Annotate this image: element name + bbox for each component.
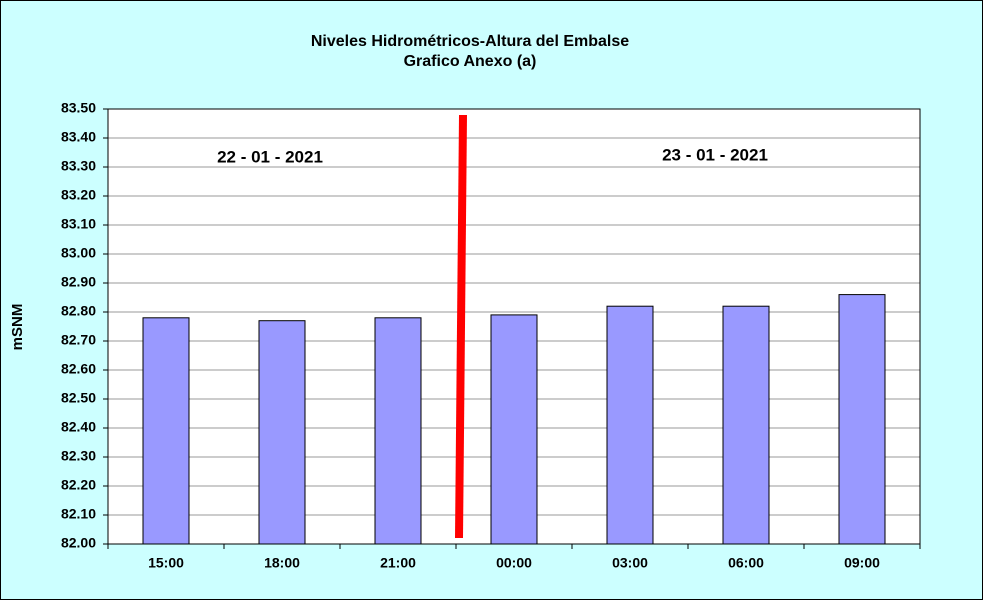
y-tick-label: 82.10: [61, 506, 96, 522]
x-tick-label: 18:00: [264, 555, 300, 571]
y-tick-label: 83.50: [61, 100, 96, 116]
bar: [838, 294, 886, 545]
y-axis-title: mSNM: [9, 304, 26, 351]
x-tick-label: 21:00: [380, 555, 416, 571]
bar: [606, 305, 654, 545]
y-tick-label: 82.20: [61, 477, 96, 493]
y-tick-label: 82.60: [61, 361, 96, 377]
bar: [142, 317, 190, 545]
y-tick-label: 83.40: [61, 129, 96, 145]
x-tick-label: 15:00: [148, 555, 184, 571]
y-tick-label: 82.90: [61, 274, 96, 290]
y-tick-label: 83.30: [61, 158, 96, 174]
bar: [722, 305, 770, 545]
plot-border: [107, 108, 921, 545]
y-tick-label: 82.40: [61, 419, 96, 435]
y-tick-label: 82.70: [61, 332, 96, 348]
y-tick-label: 83.00: [61, 245, 96, 261]
bar: [258, 320, 306, 545]
chart-title: Niveles Hidrométricos-Altura del Embalse: [311, 33, 629, 50]
plot: 82.00 82.10 82.20 82.30 82.40 82.50 82.60 82.70…: [61, 100, 921, 571]
x-tick-label: 00:00: [496, 555, 532, 571]
x-tick-label: 06:00: [728, 555, 764, 571]
x-tick-label: 03:00: [612, 555, 648, 571]
y-tick-label: 83.20: [61, 187, 96, 203]
y-tick-label: 82.50: [61, 390, 96, 406]
bar: [490, 314, 538, 545]
y-tick-label: 82.30: [61, 448, 96, 464]
y-tick-label: 83.10: [61, 216, 96, 232]
chart-subtitle: Grafico Anexo (a): [404, 53, 537, 70]
bar: [374, 317, 422, 545]
annotation: 23 - 01 - 2021: [662, 145, 768, 164]
y-tick-label: 82.80: [61, 303, 96, 319]
annotation: 22 - 01 - 2021: [217, 147, 323, 166]
day-separator: [455, 114, 467, 539]
y-tick-label: 82.00: [61, 535, 96, 551]
x-tick-label: 09:00: [844, 555, 880, 571]
